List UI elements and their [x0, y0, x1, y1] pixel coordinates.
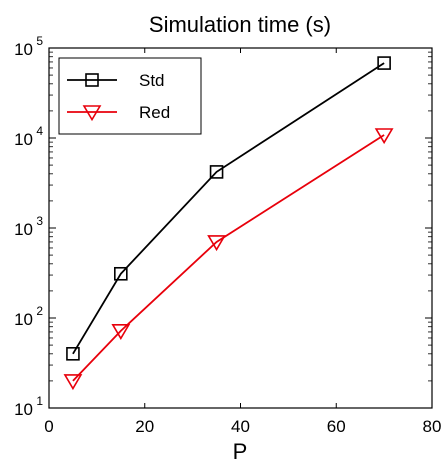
- data-point-red: [374, 128, 394, 145]
- y-tick-exponent: 4: [36, 124, 43, 138]
- series-layer: [63, 56, 394, 391]
- legend-label: Std: [139, 71, 165, 90]
- data-point-std: [377, 56, 391, 70]
- legend-label: Red: [139, 103, 170, 122]
- x-tick-label: 80: [423, 417, 442, 436]
- chart-title: Simulation time (s): [149, 12, 331, 37]
- series-line-red: [72, 134, 385, 382]
- y-tick-exponent: 5: [36, 34, 43, 48]
- y-tick-label: 10: [14, 220, 33, 239]
- legend: Std Red: [58, 57, 202, 135]
- x-tick-label: 60: [327, 417, 346, 436]
- y-tick-label: 10: [14, 400, 33, 419]
- series-line-std: [72, 62, 385, 355]
- y-tick-label: 10: [14, 130, 33, 149]
- legend-item-red: Red: [67, 103, 170, 122]
- legend-marker: [85, 73, 99, 87]
- y-tick-label: 10: [14, 40, 33, 59]
- y-tick-exponent: 1: [36, 394, 43, 408]
- legend-marker: [82, 105, 102, 122]
- x-tick-label: 40: [231, 417, 250, 436]
- series-std: [66, 56, 391, 361]
- x-tick-label: 20: [135, 417, 154, 436]
- data-point-std: [114, 266, 128, 281]
- y-tick-exponent: 2: [36, 304, 43, 318]
- data-point-red: [111, 324, 131, 341]
- y-tick-label: 10: [14, 310, 33, 329]
- data-point-red: [207, 235, 226, 252]
- legend-box: [58, 57, 202, 135]
- legend-item-std: Std: [67, 71, 165, 90]
- x-tick-label: 0: [44, 417, 53, 436]
- y-tick-exponent: 3: [36, 214, 43, 228]
- data-point-red: [63, 374, 83, 391]
- data-point-std: [66, 347, 80, 361]
- data-point-std: [209, 165, 224, 179]
- x-axis: 0 20 40 60 80: [44, 48, 441, 436]
- series-red: [63, 128, 394, 391]
- x-axis-label: P: [233, 439, 248, 464]
